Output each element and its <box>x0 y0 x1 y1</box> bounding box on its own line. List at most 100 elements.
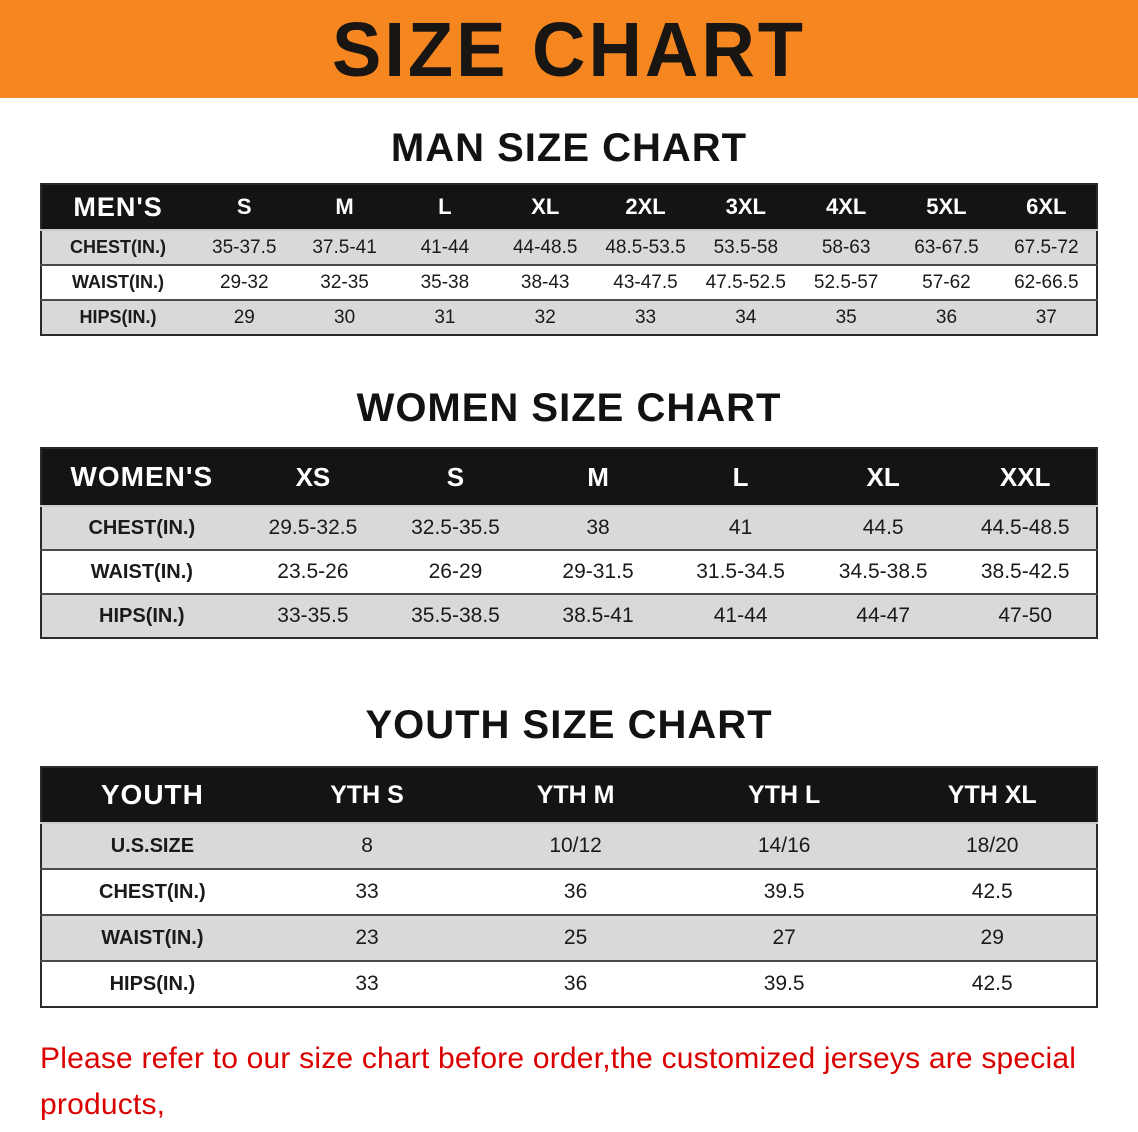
row-label: WAIST(IN.) <box>101 926 204 949</box>
size-column-header: 5XL <box>896 184 997 231</box>
note-line-1: Please refer to our size chart before or… <box>40 1042 1077 1121</box>
table-row: HIPS(IN.) 33-35.5 35.5-38.5 38.5-41 41-44 44-… <box>41 594 1097 638</box>
data-cell: 32-35 <box>320 271 369 293</box>
row-label: CHEST(IN.) <box>99 880 206 903</box>
row-label: WAIST(IN.) <box>72 272 165 292</box>
data-cell: 32.5-35.5 <box>411 516 500 539</box>
data-cell: 41-44 <box>420 236 470 258</box>
row-label: HIPS(IN.) <box>79 307 157 327</box>
data-cell: 8 <box>361 834 373 857</box>
women-size-chart-section: WOMEN SIZE CHART WOMEN'S XS S M L XL XXL CHEST(… <box>0 386 1138 639</box>
table-row: CHEST(IN.) 33 36 39.5 42.5 <box>41 869 1097 915</box>
row-label: WAIST(IN.) <box>90 560 193 583</box>
data-cell: 38-43 <box>520 271 570 293</box>
data-cell: 42.5 <box>971 880 1013 903</box>
data-cell: 57-62 <box>922 271 971 293</box>
women-section-heading: WOMEN SIZE CHART <box>356 386 782 430</box>
data-cell: 67.5-72 <box>1014 236 1079 258</box>
data-cell: 36 <box>563 880 588 903</box>
data-cell: 25 <box>563 926 588 949</box>
data-cell: 62-66.5 <box>1014 271 1079 293</box>
data-cell: 29-31.5 <box>562 560 634 583</box>
data-cell: 33 <box>355 880 379 903</box>
women-size-table: WOMEN'S XS S M L XL XXL CHEST(IN.) 29.5-32.5 32.5… <box>40 447 1098 639</box>
size-column-header: L <box>394 184 496 231</box>
data-cell: 58-63 <box>821 236 871 258</box>
data-cell: 34 <box>735 306 757 328</box>
size-column-header: XL <box>811 448 955 507</box>
data-cell: 23 <box>355 926 379 949</box>
row-label: HIPS(IN.) <box>99 604 185 627</box>
table-row: HIPS(IN.) 29 30 31 32 33 34 35 36 37 <box>41 300 1097 335</box>
data-cell: 23.5-26 <box>277 560 349 583</box>
youth-size-chart-section: YOUTH SIZE CHART YOUTH YTH S YTH M YTH L YTH… <box>0 703 1138 1008</box>
data-cell: 44-47 <box>856 604 911 627</box>
data-cell: 29 <box>233 306 255 328</box>
table-row: HIPS(IN.) 33 36 39.5 42.5 <box>41 961 1097 1007</box>
row-label: CHEST(IN.) <box>88 516 196 539</box>
data-cell: 41 <box>728 516 753 539</box>
footer-note: Please refer to our size chart before or… <box>40 1036 1102 1132</box>
data-cell: 39.5 <box>763 880 805 903</box>
table-row: WAIST(IN.) 29-32 32-35 35-38 38-43 43-47.5 47.… <box>41 265 1097 300</box>
table-corner-label: MEN'S <box>41 184 195 231</box>
data-cell: 33-35.5 <box>277 604 349 627</box>
table-row: CHEST(IN.) 29.5-32.5 32.5-35.5 38 41 44.5 44.5… <box>41 506 1097 550</box>
data-cell: 37.5-41 <box>312 236 377 258</box>
data-cell: 34.5-38.5 <box>838 560 928 583</box>
men-size-chart-section: MAN SIZE CHART MEN'S S M L XL 2XL 3XL 4XL 5XL 6XL… <box>0 126 1138 336</box>
size-column-header: XXL <box>954 448 1097 507</box>
data-cell: 48.5-53.5 <box>605 236 686 258</box>
data-cell: 36 <box>935 306 958 328</box>
table-row: U.S.SIZE 8 10/12 14/16 18/20 <box>41 823 1097 869</box>
data-cell: 39.5 <box>763 972 805 995</box>
men-section-heading: MAN SIZE CHART <box>390 126 748 170</box>
data-cell: 53.5-58 <box>713 236 779 258</box>
data-cell: 31.5-34.5 <box>696 560 785 583</box>
data-cell: 35-37.5 <box>212 236 277 258</box>
note-line-2: we don't accept cancel, change, teturn o… <box>40 1128 1102 1132</box>
data-cell: 29-32 <box>219 271 269 293</box>
size-column-header: XS <box>241 448 385 507</box>
table-corner-label: WOMEN'S <box>41 448 242 507</box>
size-column-header: XL <box>495 184 596 231</box>
data-cell: 52.5-57 <box>813 271 879 293</box>
size-column-header: YTH S <box>262 767 472 824</box>
data-cell: 47.5-52.5 <box>705 271 786 293</box>
row-label: CHEST(IN.) <box>70 237 167 257</box>
data-cell: 43-47.5 <box>613 271 678 293</box>
header-row: WOMEN'S XS S M L XL XXL <box>41 448 1097 507</box>
data-cell: 44-48.5 <box>512 236 578 258</box>
size-column-header: 4XL <box>795 184 897 231</box>
table-corner-label: YOUTH <box>41 767 263 824</box>
data-cell: 33 <box>634 306 657 328</box>
data-cell: 44.5-48.5 <box>980 516 1070 539</box>
data-cell: 14/16 <box>757 834 811 857</box>
data-cell: 37 <box>1035 306 1057 328</box>
data-cell: 29.5-32.5 <box>268 516 358 539</box>
size-column-header: YTH L <box>679 767 889 824</box>
data-cell: 31 <box>434 306 456 328</box>
size-column-header: M <box>526 448 670 507</box>
data-cell: 35.5-38.5 <box>411 604 500 627</box>
size-column-header: S <box>194 184 295 231</box>
size-column-header: 2XL <box>595 184 696 231</box>
data-cell: 41-44 <box>713 604 768 627</box>
data-cell: 36 <box>563 972 588 995</box>
data-cell: 18/20 <box>965 834 1019 857</box>
men-size-table: MEN'S S M L XL 2XL 3XL 4XL 5XL 6XL CHEST(IN.) 35-37… <box>40 183 1098 336</box>
size-column-header: 6XL <box>996 184 1097 231</box>
size-column-header: YTH M <box>471 767 680 824</box>
youth-size-table: YOUTH YTH S YTH M YTH L YTH XL U.S.SIZE 8 10/12… <box>40 766 1098 1008</box>
data-cell: 38 <box>586 516 610 539</box>
data-cell: 38.5-42.5 <box>980 560 1070 583</box>
data-cell: 10/12 <box>549 834 602 857</box>
title-banner: SIZE CHART <box>0 0 1138 98</box>
data-cell: 35 <box>835 306 857 328</box>
table-row: WAIST(IN.) 23 25 27 29 <box>41 915 1097 961</box>
data-cell: 30 <box>334 306 356 328</box>
page-title: SIZE CHART <box>332 5 806 93</box>
table-row: CHEST(IN.) 35-37.5 37.5-41 41-44 44-48.5 48.5… <box>41 230 1097 265</box>
youth-section-heading: YOUTH SIZE CHART <box>365 703 773 747</box>
